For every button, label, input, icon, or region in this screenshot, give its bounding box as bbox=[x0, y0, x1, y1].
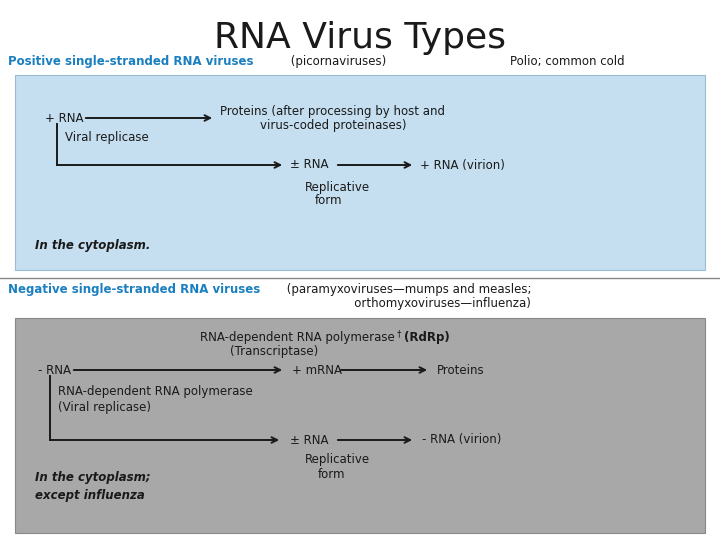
Text: RNA-dependent RNA polymerase: RNA-dependent RNA polymerase bbox=[58, 386, 253, 399]
Text: Replicative: Replicative bbox=[305, 454, 370, 467]
FancyBboxPatch shape bbox=[15, 75, 705, 270]
Text: + RNA: + RNA bbox=[45, 111, 84, 125]
Text: form: form bbox=[318, 468, 346, 481]
Text: Proteins: Proteins bbox=[437, 363, 485, 376]
Text: †: † bbox=[397, 329, 402, 339]
Text: (Transcriptase): (Transcriptase) bbox=[230, 346, 318, 359]
Text: Negative single-stranded RNA viruses: Negative single-stranded RNA viruses bbox=[8, 284, 260, 296]
Text: virus-coded proteinases): virus-coded proteinases) bbox=[260, 118, 407, 132]
Text: orthomyxoviruses—influenza): orthomyxoviruses—influenza) bbox=[283, 298, 531, 310]
Text: - RNA: - RNA bbox=[38, 363, 71, 376]
Text: In the cytoplasm.: In the cytoplasm. bbox=[35, 239, 150, 252]
Text: - RNA (virion): - RNA (virion) bbox=[422, 434, 501, 447]
Text: Proteins (after processing by host and: Proteins (after processing by host and bbox=[220, 105, 445, 118]
Text: (Viral replicase): (Viral replicase) bbox=[58, 401, 151, 414]
Text: Viral replicase: Viral replicase bbox=[65, 132, 149, 145]
Text: RNA-dependent RNA polymerase: RNA-dependent RNA polymerase bbox=[200, 332, 395, 345]
Text: + RNA (virion): + RNA (virion) bbox=[420, 159, 505, 172]
Text: form: form bbox=[315, 194, 343, 207]
Text: In the cytoplasm;: In the cytoplasm; bbox=[35, 471, 150, 484]
FancyBboxPatch shape bbox=[15, 318, 705, 533]
Text: Positive single-stranded RNA viruses: Positive single-stranded RNA viruses bbox=[8, 56, 253, 69]
Text: (RdRp): (RdRp) bbox=[404, 332, 450, 345]
Text: (picornaviruses): (picornaviruses) bbox=[287, 56, 386, 69]
Text: ± RNA: ± RNA bbox=[290, 434, 328, 447]
Text: Replicative: Replicative bbox=[305, 180, 370, 193]
Text: + mRNA: + mRNA bbox=[292, 363, 342, 376]
Text: (paramyxoviruses—mumps and measles;: (paramyxoviruses—mumps and measles; bbox=[283, 284, 531, 296]
Text: ± RNA: ± RNA bbox=[290, 159, 328, 172]
Text: RNA Virus Types: RNA Virus Types bbox=[214, 21, 506, 55]
Text: Polio; common cold: Polio; common cold bbox=[510, 56, 625, 69]
Text: except influenza: except influenza bbox=[35, 489, 145, 503]
